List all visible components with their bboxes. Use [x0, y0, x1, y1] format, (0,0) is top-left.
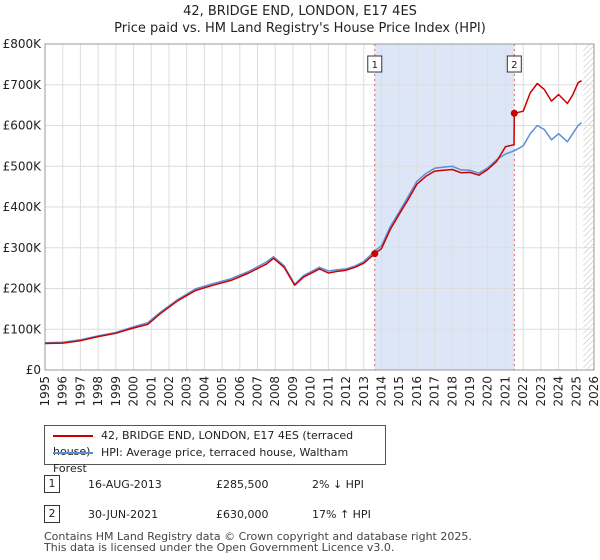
x-tick-label: 1999: [109, 376, 123, 407]
x-tick-label: 1998: [91, 376, 105, 407]
x-tick-label: 1997: [73, 376, 87, 407]
x-tick-label: 2016: [410, 376, 424, 407]
chart-legend: 42, BRIDGE END, LONDON, E17 4ES (terrace…: [44, 425, 386, 475]
legend-swatch-property: [53, 435, 93, 437]
x-tick-label: 2003: [180, 376, 194, 407]
legend-swatch-hpi: [53, 452, 93, 454]
sale-row: 1 16-AUG-2013 £285,500 2% ↓ HPI: [44, 475, 584, 495]
sale-number-badge: 2: [44, 505, 60, 523]
x-tick-label: 2002: [162, 376, 176, 407]
price-chart: £0 £100K £200K £300K £400K £500K £600K £700K £80…: [3, 37, 600, 407]
sale-date: 30-JUN-2021: [88, 508, 159, 521]
y-tick-label: £600K: [3, 119, 43, 133]
sale-row: 2 30-JUN-2021 £630,000 17% ↑ HPI: [44, 505, 584, 525]
y-tick-label: £800K: [3, 37, 43, 51]
sale-price: £630,000: [216, 508, 269, 521]
y-tick-label: £200K: [3, 282, 43, 296]
legend-label-hpi: HPI: Average price, terraced house, Walt…: [53, 446, 349, 475]
y-tick-label: £400K: [3, 200, 43, 214]
x-tick-label: 2004: [197, 376, 211, 407]
y-tick-label: £0: [26, 363, 41, 377]
sale-point: [510, 109, 518, 117]
x-tick-label: 2024: [552, 376, 566, 407]
x-tick-label: 2012: [339, 376, 353, 407]
x-tick-label: 2020: [481, 376, 495, 407]
x-tick-label: 2013: [357, 376, 371, 407]
x-tick-label: 1995: [38, 376, 52, 407]
x-tick-label: 2001: [144, 376, 158, 407]
sale-price: £285,500: [216, 478, 269, 491]
y-tick-label: £100K: [3, 322, 43, 336]
legend-item-hpi: HPI: Average price, terraced house, Walt…: [53, 445, 385, 475]
x-tick-label: 2019: [463, 376, 477, 407]
y-tick-label: £700K: [3, 78, 43, 92]
x-tick-label: 2015: [392, 376, 406, 407]
x-tick-label: 2018: [445, 376, 459, 407]
x-tick-label: 2025: [569, 376, 583, 407]
sale-marker-box: [367, 55, 383, 73]
sale-marker-label: 2: [511, 60, 517, 71]
sale-number-badge: 1: [44, 475, 60, 493]
x-tick-label: 2014: [374, 376, 388, 407]
footer-copyright: Contains HM Land Registry data © Crown c…: [44, 530, 472, 543]
x-tick-label: 2023: [534, 376, 548, 407]
x-tick-label: 2006: [233, 376, 247, 407]
sale-marker-box: [506, 55, 522, 73]
plot-frame: [44, 43, 595, 371]
x-tick-label: 2010: [304, 376, 318, 407]
sale-date: 16-AUG-2013: [88, 478, 162, 491]
sale-point: [371, 250, 379, 258]
y-tick-label: £500K: [3, 159, 43, 173]
hpi-line: [44, 122, 583, 344]
x-tick-label: 2021: [498, 376, 512, 407]
property-price-line: [44, 80, 582, 345]
x-tick-label: 2000: [127, 376, 141, 407]
x-tick-label: 2026: [587, 376, 600, 407]
footer-licence: This data is licensed under the Open Gov…: [44, 541, 395, 554]
chart-title: 42, BRIDGE END, LONDON, E17 4ES: [183, 4, 417, 19]
y-tick-label: £300K: [3, 241, 43, 255]
x-tick-label: 2007: [251, 376, 265, 407]
sale-marker-label: 1: [372, 60, 378, 71]
x-tick-label: 2008: [268, 376, 282, 407]
legend-item-property: 42, BRIDGE END, LONDON, E17 4ES (terrace…: [53, 428, 385, 458]
x-tick-label: 2022: [516, 376, 530, 407]
x-tick-label: 2011: [321, 376, 335, 407]
x-tick-label: 2005: [215, 376, 229, 407]
chart-subtitle: Price paid vs. HM Land Registry's House …: [114, 21, 486, 36]
sale-hpi-change: 17% ↑ HPI: [312, 508, 371, 521]
x-tick-label: 1996: [56, 376, 70, 407]
x-tick-label: 2017: [428, 376, 442, 407]
sale-hpi-change: 2% ↓ HPI: [312, 478, 364, 491]
x-tick-label: 2009: [286, 376, 300, 407]
legend-label-property: 42, BRIDGE END, LONDON, E17 4ES (terrace…: [53, 429, 354, 458]
